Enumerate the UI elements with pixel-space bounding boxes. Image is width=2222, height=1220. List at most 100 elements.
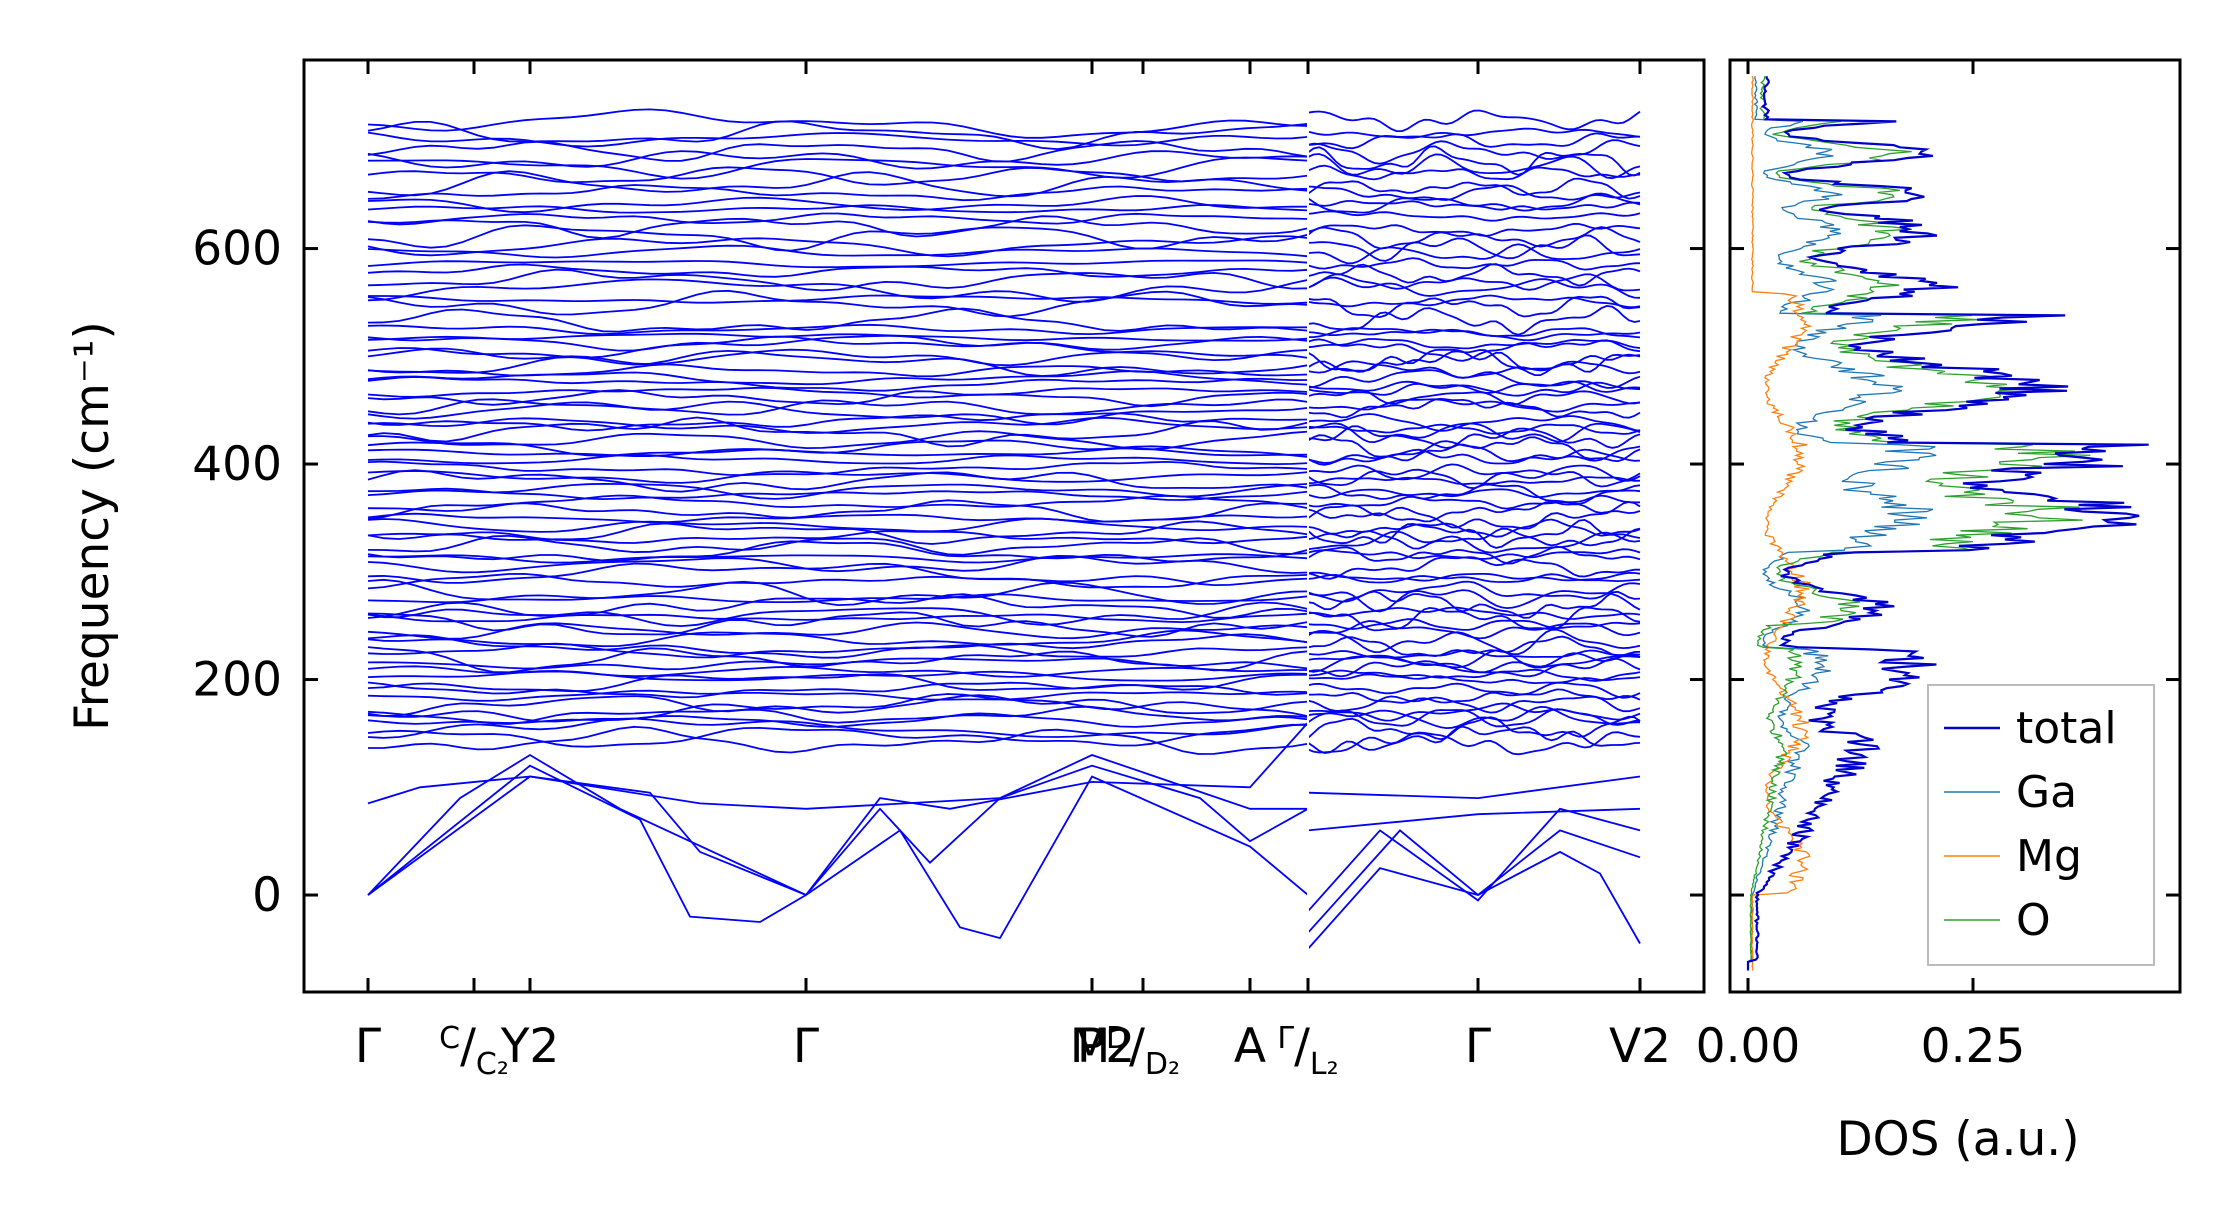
legend-box (1927, 684, 2155, 966)
band-line-81 (367, 131, 1309, 148)
band-line-73 (367, 204, 1309, 214)
band-y-tick-label-3: 600 (192, 222, 282, 277)
band-y-ticks: 0 200 400 600 (192, 222, 1704, 923)
band-y-tick-label-0: 0 (252, 868, 282, 923)
band-line-150 (1307, 263, 1641, 287)
band-line-145 (1307, 304, 1641, 336)
band-line-78 (367, 156, 1309, 180)
band-line-71 (367, 215, 1309, 240)
band-line-154 (1307, 226, 1641, 250)
band-line-33 (367, 512, 1309, 524)
band-line-54 (367, 363, 1309, 378)
band-line-88 (1307, 708, 1641, 728)
band-line-93 (1307, 673, 1641, 685)
band-line-115 (1307, 518, 1641, 549)
band-line-84 (1307, 731, 1641, 756)
band-line-112 (1307, 545, 1641, 565)
band-line-136 (1307, 380, 1641, 394)
dos-line-o (1747, 76, 2091, 971)
band-x-tick-label-7: A (1234, 1019, 1266, 1074)
band-plot-frame (302, 58, 1706, 994)
band-line-18 (367, 611, 1309, 638)
band-line-4 (367, 705, 1309, 725)
band-line-75 (367, 184, 1309, 202)
dos-x-tick-label-0: 0.00 (1696, 1019, 1801, 1074)
band-line-116 (1307, 518, 1641, 538)
acoustic-line-6 (1307, 850, 1641, 950)
band-line-38 (367, 469, 1309, 493)
band-line-22 (367, 593, 1309, 604)
acoustic-line-4 (805, 764, 1309, 896)
band-line-63 (368, 294, 1309, 305)
band-line-61 (367, 307, 1309, 333)
band-line-111 (1307, 548, 1641, 560)
band-line-146 (1307, 295, 1641, 319)
band-line-167 (1307, 109, 1641, 132)
band-line-7 (367, 689, 1309, 702)
band-line-67 (367, 259, 1309, 269)
band-line-29 (367, 534, 1309, 556)
band-line-133 (1307, 398, 1641, 413)
band-line-151 (1307, 257, 1641, 271)
legend-label-mg: Mg (2016, 831, 2082, 882)
band-line-16 (367, 629, 1309, 648)
band-line-128 (1308, 425, 1641, 449)
band-line-156 (1307, 210, 1641, 222)
band-x-tick-label-1: C/C₂ (439, 1019, 509, 1082)
acoustic-line-10 (1307, 807, 1641, 832)
band-line-62 (367, 289, 1309, 318)
dos-x-tick-label-1: 0.25 (1921, 1019, 2026, 1074)
band-line-137 (1307, 369, 1641, 389)
band-line-164 (1307, 139, 1641, 165)
band-line-162 (1307, 153, 1641, 180)
band-line-1 (367, 723, 1309, 748)
band-line-144 (1307, 327, 1641, 339)
dos-line-total (1746, 76, 2149, 971)
band-line-52 (367, 376, 1309, 392)
band-line-74 (367, 195, 1309, 214)
band-line-66 (367, 263, 1309, 278)
band-line-41 (367, 453, 1309, 466)
band-line-106 (1307, 589, 1641, 613)
band-x-tick-label-2: Y2 (500, 1019, 560, 1074)
band-line-56 (367, 347, 1309, 367)
band-line-110 (1307, 556, 1640, 580)
band-line-149 (1307, 273, 1641, 292)
band-line-24 (367, 572, 1309, 590)
band-line-13 (367, 646, 1309, 674)
band-line-11 (367, 665, 1308, 678)
band-line-123 (1307, 468, 1641, 490)
band-line-117 (1307, 500, 1641, 530)
band-x-tick-label-0: Γ (355, 1019, 381, 1074)
band-line-17 (367, 621, 1309, 640)
band-line-0 (368, 725, 1309, 755)
band-line-28 (367, 540, 1309, 563)
band-line-31 (367, 520, 1309, 545)
band-line-86 (1307, 715, 1641, 741)
dos-x-ticks: 0.00 0.25 (1696, 60, 2026, 1074)
band-line-30 (367, 530, 1309, 545)
band-line-46 (367, 416, 1309, 434)
band-line-37 (367, 482, 1309, 500)
legend-label-ga: Ga (2016, 767, 2077, 818)
acoustic-line-1 (367, 764, 807, 923)
band-line-51 (367, 386, 1309, 399)
band-line-124 (1307, 463, 1641, 482)
band-lines (367, 108, 1641, 950)
band-line-44 (367, 430, 1309, 451)
band-y-tick-label-1: 200 (192, 653, 282, 708)
band-line-5 (367, 693, 1309, 723)
band-line-89 (1307, 702, 1641, 722)
band-x-tick-label-9: Γ (1465, 1019, 1491, 1074)
band-x-tick-label-4: M (1070, 1019, 1111, 1074)
acoustic-line-9 (367, 754, 1308, 810)
band-x-tick-label-3: Γ (793, 1019, 819, 1074)
band-x-tick-label-5: D/D₂ (1106, 1019, 1180, 1082)
band-line-77 (367, 166, 1309, 186)
acoustic-line-2 (367, 753, 807, 896)
band-line-40 (367, 460, 1309, 477)
band-line-85 (1307, 725, 1641, 755)
acoustic-line-3 (805, 775, 1309, 940)
band-line-125 (1307, 448, 1641, 466)
